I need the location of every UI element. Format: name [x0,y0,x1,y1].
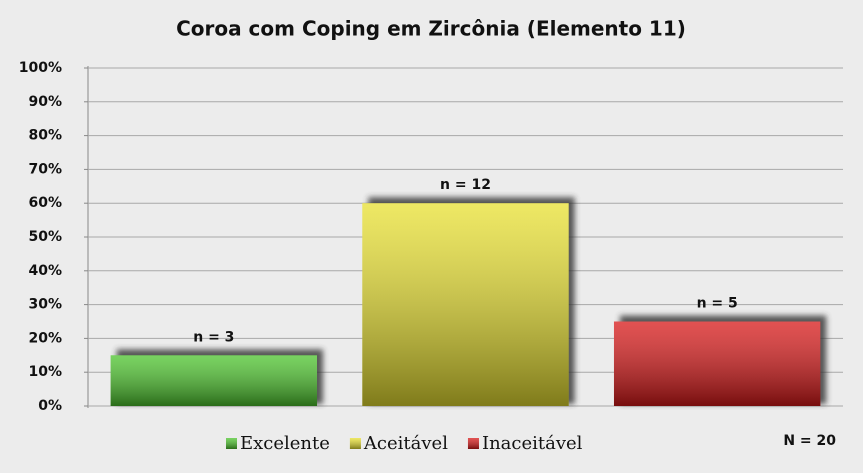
bar-shade [613,321,821,406]
bar-shade [110,355,318,406]
bar-annotation: n = 3 [193,329,234,345]
bar-shade [362,203,569,406]
legend-swatch-shade [467,438,479,449]
y-tick-label: 50% [28,229,62,245]
legend-label: Inaceitável [482,433,583,454]
y-tick-label: 90% [28,94,62,110]
y-tick-label: 60% [28,195,62,211]
legend-label: Aceitável [363,433,448,454]
y-tick-label: 70% [28,161,62,177]
bar-annotation: n = 5 [697,296,738,312]
total-label: N = 20 [783,433,836,449]
y-tick-label: 10% [28,364,62,380]
y-tick-label: 80% [28,128,62,144]
legend-swatch-shade [349,438,361,449]
legend-label: Excelente [240,433,330,454]
bar-annotation: n = 12 [440,177,491,193]
y-tick-label: 100% [19,60,62,76]
chart-title: Coroa com Coping em Zircônia (Elemento 1… [176,17,686,41]
y-tick-label: 20% [28,330,62,346]
y-tick-label: 40% [28,263,62,279]
y-tick-label: 30% [28,297,62,313]
legend-swatch-shade [226,438,237,449]
y-tick-label: 0% [38,398,62,414]
